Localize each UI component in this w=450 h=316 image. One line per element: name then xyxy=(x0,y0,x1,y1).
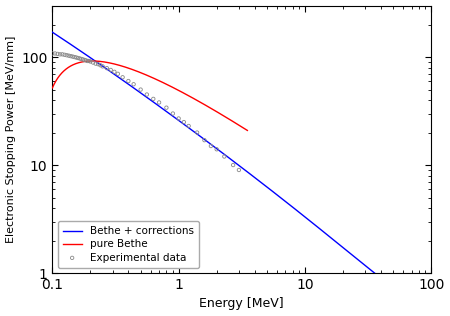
Y-axis label: Electronic Stopping Power [MeV/mm]: Electronic Stopping Power [MeV/mm] xyxy=(5,36,16,243)
Line: Bethe + corrections: Bethe + corrections xyxy=(52,32,431,316)
Experimental data xyxy=(65,53,72,58)
Line: pure Bethe: pure Bethe xyxy=(52,61,248,131)
Experimental data xyxy=(114,71,122,76)
Experimental data xyxy=(119,75,126,80)
Experimental data xyxy=(86,58,93,64)
Experimental data xyxy=(75,56,82,61)
Experimental data xyxy=(156,100,163,105)
Experimental data xyxy=(180,119,188,125)
Experimental data xyxy=(90,60,97,65)
Experimental data xyxy=(81,58,88,63)
Legend: Bethe + corrections, pure Bethe, Experimental data: Bethe + corrections, pure Bethe, Experim… xyxy=(58,221,199,268)
Experimental data xyxy=(49,51,56,56)
Bethe + corrections xyxy=(376,275,381,278)
Bethe + corrections xyxy=(291,206,297,210)
pure Bethe xyxy=(240,126,246,130)
Experimental data xyxy=(67,54,74,59)
Bethe + corrections xyxy=(279,197,285,201)
Bethe + corrections xyxy=(428,315,434,316)
pure Bethe xyxy=(245,129,250,132)
Experimental data xyxy=(76,56,83,61)
Experimental data xyxy=(94,62,102,67)
Experimental data xyxy=(201,138,208,143)
Experimental data xyxy=(125,78,132,83)
Experimental data xyxy=(61,52,68,57)
Experimental data xyxy=(111,69,118,74)
Experimental data xyxy=(92,61,99,66)
Experimental data xyxy=(78,57,85,62)
Experimental data xyxy=(221,154,228,159)
Experimental data xyxy=(150,96,157,101)
Experimental data xyxy=(63,53,70,58)
Bethe + corrections xyxy=(270,189,275,193)
Bethe + corrections xyxy=(50,30,55,34)
Experimental data xyxy=(207,143,215,149)
Experimental data xyxy=(84,58,91,64)
Experimental data xyxy=(56,52,63,57)
Experimental data xyxy=(69,54,76,59)
Experimental data xyxy=(51,51,59,56)
X-axis label: Energy [MeV]: Energy [MeV] xyxy=(199,297,284,310)
Experimental data xyxy=(59,52,66,57)
Experimental data xyxy=(213,147,220,152)
pure Bethe xyxy=(210,107,215,111)
Experimental data xyxy=(143,92,150,97)
Experimental data xyxy=(97,63,104,68)
Experimental data xyxy=(137,87,144,92)
Experimental data xyxy=(175,116,182,121)
Experimental data xyxy=(130,82,137,87)
Experimental data xyxy=(230,162,237,167)
pure Bethe xyxy=(50,86,55,90)
pure Bethe xyxy=(90,59,95,63)
Experimental data xyxy=(71,55,78,60)
Experimental data xyxy=(107,67,114,72)
Bethe + corrections xyxy=(73,46,78,50)
Bethe + corrections xyxy=(337,243,342,247)
Experimental data xyxy=(163,105,170,110)
Experimental data xyxy=(73,55,80,60)
Experimental data xyxy=(80,57,87,62)
pure Bethe xyxy=(166,83,171,87)
Experimental data xyxy=(235,167,243,173)
Experimental data xyxy=(185,124,192,129)
Experimental data xyxy=(194,130,201,135)
Experimental data xyxy=(82,58,90,63)
pure Bethe xyxy=(144,73,149,77)
pure Bethe xyxy=(143,73,148,76)
pure Bethe xyxy=(156,78,161,82)
Experimental data xyxy=(54,52,61,57)
Experimental data xyxy=(87,59,94,64)
Experimental data xyxy=(99,64,106,69)
Experimental data xyxy=(169,111,176,116)
Experimental data xyxy=(103,66,110,71)
